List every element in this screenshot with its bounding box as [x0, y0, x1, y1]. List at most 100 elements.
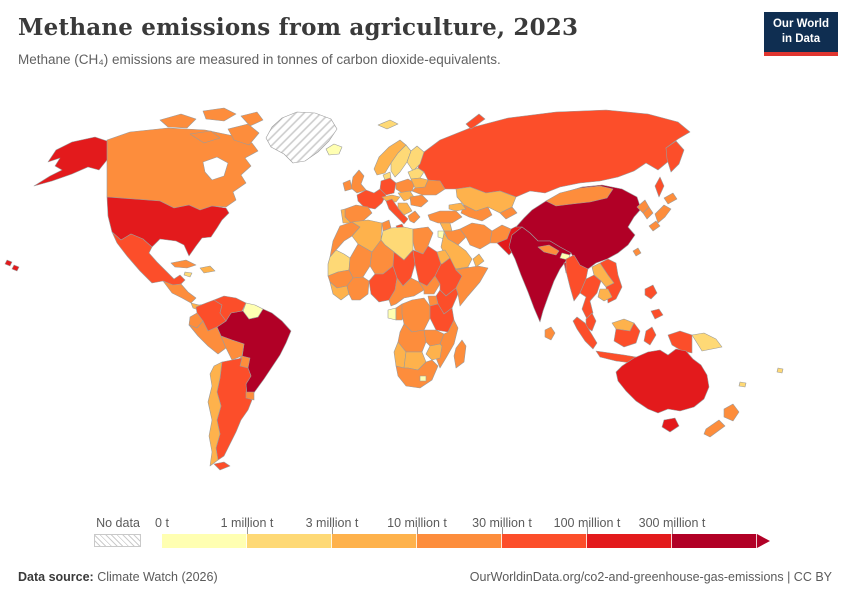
legend-bin-4[interactable] [502, 534, 587, 548]
country-new-caledonia[interactable] [738, 381, 747, 388]
country-indonesia-papua[interactable] [667, 330, 693, 354]
country-canada-island-2[interactable] [202, 107, 237, 122]
country-romania-bulgaria[interactable] [409, 194, 429, 208]
country-greece[interactable] [407, 210, 421, 224]
legend-tick-label-0: 0 t [155, 516, 169, 530]
country-canada-island-3[interactable] [240, 111, 264, 127]
country-japan-honshu[interactable] [654, 204, 672, 224]
country-canada-baffin[interactable] [227, 123, 260, 146]
country-sri-lanka[interactable] [544, 326, 556, 341]
country-uruguay[interactable] [245, 391, 255, 401]
country-canada-island-1[interactable] [159, 113, 197, 129]
country-ireland[interactable] [342, 179, 353, 192]
country-ukraine[interactable] [411, 179, 446, 196]
country-south-africa[interactable] [395, 359, 439, 389]
legend-bin-1[interactable] [247, 534, 332, 548]
country-nepal[interactable] [537, 244, 560, 256]
country-madagascar[interactable] [453, 339, 467, 369]
country-balkans[interactable] [397, 202, 413, 216]
country-usa-hawaii-1[interactable] [4, 259, 13, 267]
country-cuba[interactable] [170, 259, 197, 269]
country-japan-hokkaido[interactable] [663, 192, 678, 205]
country-russia-novaya-zemlya[interactable] [465, 113, 486, 130]
no-data-swatch[interactable] [94, 534, 141, 547]
country-italy[interactable] [385, 198, 409, 225]
country-venezuela[interactable] [213, 295, 247, 322]
country-oman[interactable] [472, 253, 485, 268]
country-syria[interactable] [439, 222, 453, 232]
legend-tick-label-4: 30 million t [472, 516, 532, 530]
owid-logo[interactable]: Our World in Data [763, 12, 838, 56]
country-new-zealand-north[interactable] [723, 403, 740, 422]
country-alpine[interactable] [381, 194, 401, 203]
country-indonesia-sulawesi[interactable] [643, 326, 657, 346]
country-uk[interactable] [350, 169, 367, 194]
country-taiwan[interactable] [632, 247, 642, 257]
legend-bin-0[interactable] [162, 534, 247, 548]
country-russia[interactable] [417, 109, 691, 198]
no-data-label: No data [96, 516, 140, 530]
country-somalia[interactable] [455, 265, 489, 307]
legend-tick-label-2: 3 million t [305, 516, 359, 530]
country-fiji[interactable] [776, 367, 784, 374]
data-source: Data source: Climate Watch (2026) [18, 570, 218, 584]
legend-tick [502, 527, 503, 534]
country-turkey[interactable] [427, 210, 463, 224]
country-kyrgyz-tajik[interactable] [499, 206, 518, 220]
country-usa-alaska[interactable] [33, 136, 108, 187]
country-russia-sakhalin[interactable] [654, 176, 665, 198]
legend-tick-label-6: 300 million t [638, 516, 706, 530]
country-central-america[interactable] [162, 280, 197, 304]
country-drc[interactable] [401, 297, 431, 333]
country-greenland[interactable] [265, 111, 338, 164]
country-philippines-luzon[interactable] [644, 284, 658, 300]
country-new-zealand-south[interactable] [703, 419, 726, 438]
country-vietnam[interactable] [599, 258, 623, 304]
country-svalbard[interactable] [377, 119, 399, 130]
country-canada-island-4[interactable] [189, 130, 221, 144]
country-denmark[interactable] [382, 171, 392, 181]
country-iceland[interactable] [325, 143, 343, 156]
data-source-label: Data source: [18, 570, 94, 584]
country-cambodia[interactable] [597, 288, 613, 302]
legend-tick [247, 527, 248, 534]
country-baltics[interactable] [407, 167, 425, 180]
attribution-link[interactable]: OurWorldinData.org/co2-and-greenhouse-ga… [469, 570, 832, 584]
country-indonesia-sumatra[interactable] [572, 316, 598, 350]
legend-bin-2[interactable] [332, 534, 417, 548]
country-gabon[interactable] [387, 307, 397, 321]
country-caucasus[interactable] [448, 202, 467, 212]
country-south-korea[interactable] [642, 206, 654, 220]
country-indonesia-borneo[interactable] [613, 322, 641, 348]
country-mexico[interactable] [111, 231, 186, 286]
country-mongolia[interactable] [545, 185, 614, 207]
legend-tick [332, 527, 333, 534]
country-papua-new-guinea[interactable] [691, 332, 723, 352]
country-chile[interactable] [207, 361, 223, 467]
country-russia-kamchatka[interactable] [665, 140, 685, 173]
country-japan-kyushu[interactable] [648, 220, 661, 232]
country-portugal[interactable] [340, 208, 352, 224]
country-thailand[interactable] [579, 274, 602, 320]
country-cameroon-car[interactable] [388, 277, 425, 307]
legend-tick [672, 527, 673, 534]
country-australia[interactable] [615, 348, 710, 414]
country-guyanas[interactable] [242, 302, 264, 320]
country-zimbabwe[interactable] [425, 343, 443, 361]
legend-color-bar[interactable] [162, 534, 770, 548]
legend-bin-5[interactable] [587, 534, 672, 548]
country-argentina-tierra-del-fuego[interactable] [213, 461, 231, 471]
country-lesotho[interactable] [419, 375, 427, 382]
country-usa-hawaii-2[interactable] [11, 264, 20, 272]
legend-bin-6[interactable] [672, 534, 757, 548]
country-philippines-mindanao[interactable] [650, 308, 664, 320]
legend-bin-3[interactable] [417, 534, 502, 548]
country-south-sudan[interactable] [418, 275, 441, 295]
country-central-asia[interactable] [460, 204, 493, 222]
country-argentina[interactable] [215, 357, 253, 461]
country-jamaica[interactable] [183, 271, 193, 278]
country-hispaniola[interactable] [199, 265, 216, 274]
country-australia-tasmania[interactable] [661, 417, 680, 433]
